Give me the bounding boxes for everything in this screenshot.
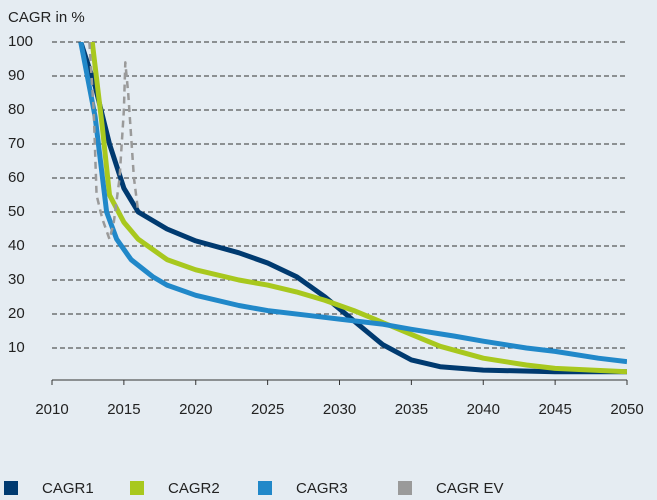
y-tick-label: 20 bbox=[8, 305, 25, 322]
series-line bbox=[89, 42, 627, 375]
chart-title: CAGR in % bbox=[8, 9, 85, 26]
legend-swatch bbox=[398, 481, 412, 495]
x-tick-label: 2015 bbox=[107, 401, 140, 418]
y-tick-label: 90 bbox=[8, 67, 25, 84]
y-tick-label: 10 bbox=[8, 339, 25, 356]
x-tick-label: 2025 bbox=[251, 401, 284, 418]
legend-label: CAGR2 bbox=[168, 480, 220, 497]
legend-swatch bbox=[130, 481, 144, 495]
y-tick-label: 50 bbox=[8, 203, 25, 220]
legend-swatch bbox=[258, 481, 272, 495]
legend-label: CAGR EV bbox=[436, 480, 504, 497]
legend-label: CAGR1 bbox=[42, 480, 94, 497]
x-tick-label: 2050 bbox=[610, 401, 643, 418]
y-tick-label: 80 bbox=[8, 101, 25, 118]
y-tick-label: 60 bbox=[8, 169, 25, 186]
x-tick-label: 2010 bbox=[35, 401, 68, 418]
x-tick-label: 2020 bbox=[179, 401, 212, 418]
series-line bbox=[88, 42, 140, 241]
x-tick-label: 2040 bbox=[467, 401, 500, 418]
legend-label: CAGR3 bbox=[296, 480, 348, 497]
y-tick-label: 30 bbox=[8, 271, 25, 288]
y-tick-label: 100 bbox=[8, 33, 33, 50]
x-tick-label: 2030 bbox=[323, 401, 356, 418]
legend-swatch bbox=[4, 481, 18, 495]
series-line bbox=[78, 42, 627, 375]
x-tick-label: 2045 bbox=[538, 401, 571, 418]
x-tick-label: 2035 bbox=[395, 401, 428, 418]
y-tick-label: 70 bbox=[8, 135, 25, 152]
series-line bbox=[78, 42, 627, 365]
y-tick-label: 40 bbox=[8, 237, 25, 254]
